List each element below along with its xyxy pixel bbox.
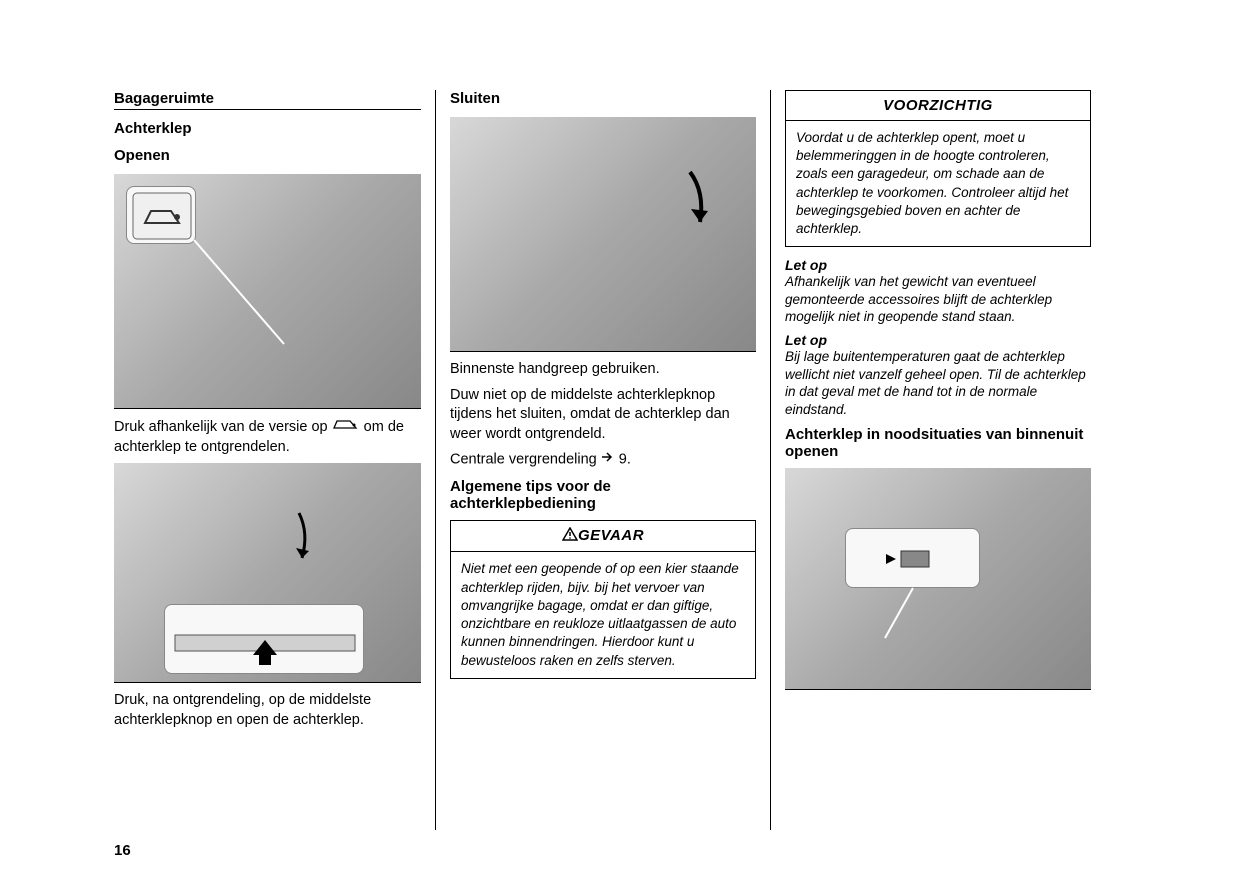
warning-triangle-icon xyxy=(562,527,578,545)
voorzichtig-header: VOORZICHTIG xyxy=(786,91,1090,121)
text-central-lock: Centrale vergrendeling 9. xyxy=(450,450,756,470)
note1-body: Afhankelijk van het gewicht van eventuee… xyxy=(785,273,1091,326)
subheading-achterklep: Achterklep xyxy=(114,120,421,137)
close-arrow-icon xyxy=(450,117,756,351)
warning-box-gevaar: GEVAAR Niet met een geopende of op een k… xyxy=(450,520,756,678)
subheading-emergency: Achterklep in noodsituaties van binnenui… xyxy=(785,426,1091,460)
column-1: Bagageruimte Achterklep Openen Druk afha… xyxy=(100,90,435,830)
image-tailgate-exterior-button xyxy=(114,463,421,683)
text-dont-press: Duw niet op de middelste achterklep­knop… xyxy=(450,386,756,445)
arrow-down-icon xyxy=(114,463,421,682)
note2-title: Let op xyxy=(785,332,1091,348)
page-footer: 16 xyxy=(100,842,1151,859)
callout-line-lever xyxy=(785,468,1091,689)
manual-page: Bagageruimte Achterklep Openen Druk afha… xyxy=(100,90,1151,830)
note2-body: Bij lage buitentemperaturen gaat de acht… xyxy=(785,348,1091,418)
text-use-handle: Binnenste handgreep gebruiken. xyxy=(450,360,756,380)
image-tailgate-closing xyxy=(450,117,756,352)
text-press-open: Druk, na ontgrendeling, op de middelste … xyxy=(114,691,421,730)
gevaar-body: Niet met een geopende of op een kier sta… xyxy=(451,552,755,677)
voorzichtig-body: Voordat u de achterklep opent, moet u be… xyxy=(786,121,1090,246)
reference-arrow-icon xyxy=(601,450,615,470)
text-unlock-instruction: Druk afhankelijk van de versie op om de … xyxy=(114,417,421,457)
note1-title: Let op xyxy=(785,257,1091,273)
image-emergency-release xyxy=(785,468,1091,690)
column-3: VOORZICHTIG Voordat u de achterklep open… xyxy=(770,90,1105,830)
image-tailgate-button-interior xyxy=(114,174,421,409)
gevaar-header: GEVAAR xyxy=(451,521,755,552)
subheading-sluiten: Sluiten xyxy=(450,90,756,107)
car-rear-icon xyxy=(332,417,360,438)
caution-box-voorzichtig: VOORZICHTIG Voordat u de achterklep open… xyxy=(785,90,1091,247)
section-title: Bagageruimte xyxy=(114,90,421,110)
subheading-openen: Openen xyxy=(114,147,421,164)
column-2: Sluiten Binnenste handgreep gebruiken. D… xyxy=(435,90,770,830)
callout-line xyxy=(114,174,421,408)
page-number: 16 xyxy=(114,842,1151,859)
subheading-tips: Algemene tips voor de achterklepbedienin… xyxy=(450,478,756,512)
